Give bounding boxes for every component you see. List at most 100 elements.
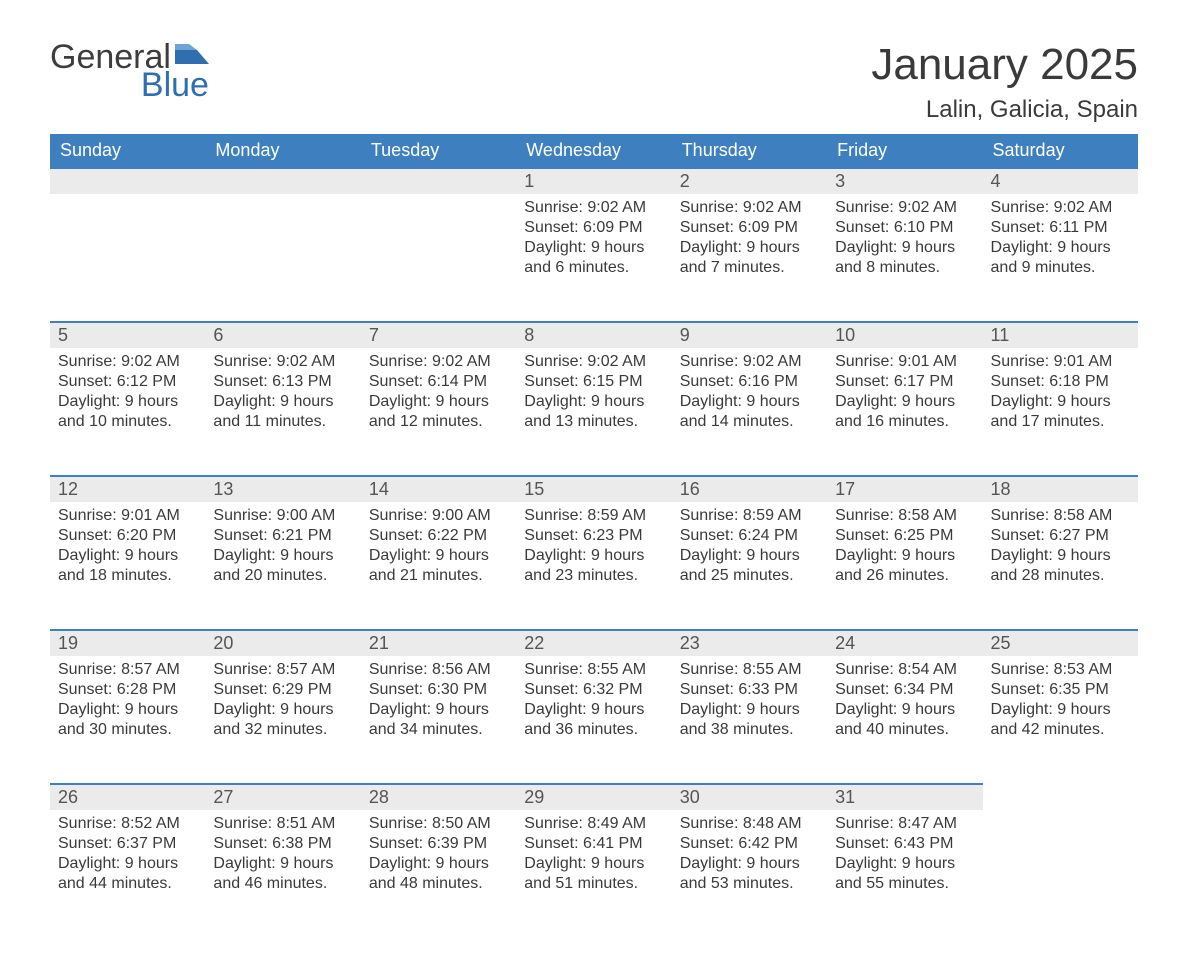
sunrise-text: Sunrise: 8:47 AM: [835, 814, 974, 834]
sunset-text: Sunset: 6:24 PM: [680, 526, 819, 546]
weekday-header: Friday: [827, 134, 982, 168]
sunset-text: Sunset: 6:20 PM: [58, 526, 197, 546]
day-content-cell: Sunrise: 9:02 AMSunset: 6:10 PMDaylight:…: [827, 194, 982, 322]
sunset-text: Sunset: 6:17 PM: [835, 372, 974, 392]
sunset-text: Sunset: 6:23 PM: [524, 526, 663, 546]
day-number: 21: [369, 633, 389, 653]
day-number: 30: [680, 787, 700, 807]
d1-text: Daylight: 9 hours: [680, 854, 819, 874]
day-content-cell: Sunrise: 9:02 AMSunset: 6:14 PMDaylight:…: [361, 348, 516, 476]
d1-text: Daylight: 9 hours: [524, 238, 663, 258]
sunrise-text: Sunrise: 9:02 AM: [58, 352, 197, 372]
d2-text: and 42 minutes.: [991, 720, 1130, 740]
sunset-text: Sunset: 6:34 PM: [835, 680, 974, 700]
day-content-cell: Sunrise: 9:00 AMSunset: 6:22 PMDaylight:…: [361, 502, 516, 630]
sunrise-text: Sunrise: 9:00 AM: [369, 506, 508, 526]
d1-text: Daylight: 9 hours: [524, 854, 663, 874]
day-number-cell: [50, 168, 205, 194]
d1-text: Daylight: 9 hours: [680, 238, 819, 258]
d1-text: Daylight: 9 hours: [524, 546, 663, 566]
sunset-text: Sunset: 6:15 PM: [524, 372, 663, 392]
logo-flag-icon: [175, 44, 209, 68]
day-number: 25: [991, 633, 1011, 653]
sunrise-text: Sunrise: 8:50 AM: [369, 814, 508, 834]
day-number-cell: 20: [205, 630, 360, 656]
sunset-text: Sunset: 6:32 PM: [524, 680, 663, 700]
sunrise-text: Sunrise: 8:57 AM: [213, 660, 352, 680]
day-number-cell: 17: [827, 476, 982, 502]
day-number-cell: 1: [516, 168, 671, 194]
d2-text: and 18 minutes.: [58, 566, 197, 586]
day-number-cell: 23: [672, 630, 827, 656]
day-number: 28: [369, 787, 389, 807]
sunset-text: Sunset: 6:22 PM: [369, 526, 508, 546]
sunrise-text: Sunrise: 8:59 AM: [524, 506, 663, 526]
weekday-header: Sunday: [50, 134, 205, 168]
day-number-cell: 16: [672, 476, 827, 502]
day-number-cell: 14: [361, 476, 516, 502]
day-number-cell: 25: [983, 630, 1138, 656]
sunrise-text: Sunrise: 9:02 AM: [369, 352, 508, 372]
day-content-cell: Sunrise: 9:01 AMSunset: 6:17 PMDaylight:…: [827, 348, 982, 476]
title-block: January 2025 Lalin, Galicia, Spain: [871, 40, 1138, 124]
day-number: 2: [680, 171, 690, 191]
day-number: 6: [213, 325, 223, 345]
d2-text: and 28 minutes.: [991, 566, 1130, 586]
day-number: 1: [524, 171, 534, 191]
sunrise-text: Sunrise: 9:02 AM: [991, 198, 1130, 218]
sunset-text: Sunset: 6:25 PM: [835, 526, 974, 546]
sunrise-text: Sunrise: 8:55 AM: [680, 660, 819, 680]
day-content-cell: Sunrise: 8:54 AMSunset: 6:34 PMDaylight:…: [827, 656, 982, 784]
logo: General Blue: [50, 40, 209, 102]
d1-text: Daylight: 9 hours: [213, 392, 352, 412]
d2-text: and 16 minutes.: [835, 412, 974, 432]
day-number-cell: 26: [50, 784, 205, 810]
sunset-text: Sunset: 6:27 PM: [991, 526, 1130, 546]
day-number-cell: 30: [672, 784, 827, 810]
sunset-text: Sunset: 6:18 PM: [991, 372, 1130, 392]
day-content-cell: Sunrise: 8:47 AMSunset: 6:43 PMDaylight:…: [827, 810, 982, 938]
day-number-row: 19202122232425: [50, 630, 1138, 656]
d2-text: and 25 minutes.: [680, 566, 819, 586]
day-content-row: Sunrise: 9:02 AMSunset: 6:12 PMDaylight:…: [50, 348, 1138, 476]
d2-text: and 44 minutes.: [58, 874, 197, 894]
d2-text: and 9 minutes.: [991, 258, 1130, 278]
d1-text: Daylight: 9 hours: [680, 546, 819, 566]
sunset-text: Sunset: 6:43 PM: [835, 834, 974, 854]
sunrise-text: Sunrise: 8:57 AM: [58, 660, 197, 680]
day-number: 27: [213, 787, 233, 807]
sunrise-text: Sunrise: 8:52 AM: [58, 814, 197, 834]
day-number: 12: [58, 479, 78, 499]
day-number-row: 12131415161718: [50, 476, 1138, 502]
sunrise-text: Sunrise: 8:49 AM: [524, 814, 663, 834]
day-content-cell: Sunrise: 9:00 AMSunset: 6:21 PMDaylight:…: [205, 502, 360, 630]
day-number: 11: [991, 325, 1010, 345]
day-number: 19: [58, 633, 78, 653]
day-number: 31: [835, 787, 855, 807]
sunrise-text: Sunrise: 8:53 AM: [991, 660, 1130, 680]
day-content-cell: [983, 810, 1138, 938]
d2-text: and 51 minutes.: [524, 874, 663, 894]
day-number: 29: [524, 787, 544, 807]
day-content-row: Sunrise: 8:52 AMSunset: 6:37 PM Daylight:…: [50, 810, 1138, 938]
d2-text: and 46 minutes.: [213, 874, 352, 894]
sunset-text: Sunset: 6:37 PM: [58, 834, 197, 854]
sunset-text: Sunset: 6:42 PM: [680, 834, 819, 854]
day-content-cell: Sunrise: 8:51 AMSunset: 6:38 PMDaylight:…: [205, 810, 360, 938]
day-content-cell: Sunrise: 8:58 AMSunset: 6:25 PMDaylight:…: [827, 502, 982, 630]
sunset-text: Sunset: 6:28 PM: [58, 680, 197, 700]
calendar-table: Sunday Monday Tuesday Wednesday Thursday…: [50, 134, 1138, 938]
sunrise-text: Sunrise: 9:02 AM: [680, 352, 819, 372]
day-number: 22: [524, 633, 544, 653]
d2-text: and 32 minutes.: [213, 720, 352, 740]
day-number-cell: 9: [672, 322, 827, 348]
sunrise-text: Sunrise: 9:02 AM: [680, 198, 819, 218]
sunset-text: Sunset: 6:21 PM: [213, 526, 352, 546]
day-number-cell: 28: [361, 784, 516, 810]
page-title: January 2025: [871, 40, 1138, 90]
sunset-text: Sunset: 6:41 PM: [524, 834, 663, 854]
day-content-cell: Sunrise: 8:59 AMSunset: 6:23 PMDaylight:…: [516, 502, 671, 630]
sunrise-text: Sunrise: 9:02 AM: [524, 352, 663, 372]
day-content-cell: Sunrise: 9:02 AMSunset: 6:09 PMDaylight:…: [516, 194, 671, 322]
day-number-cell: 3: [827, 168, 982, 194]
